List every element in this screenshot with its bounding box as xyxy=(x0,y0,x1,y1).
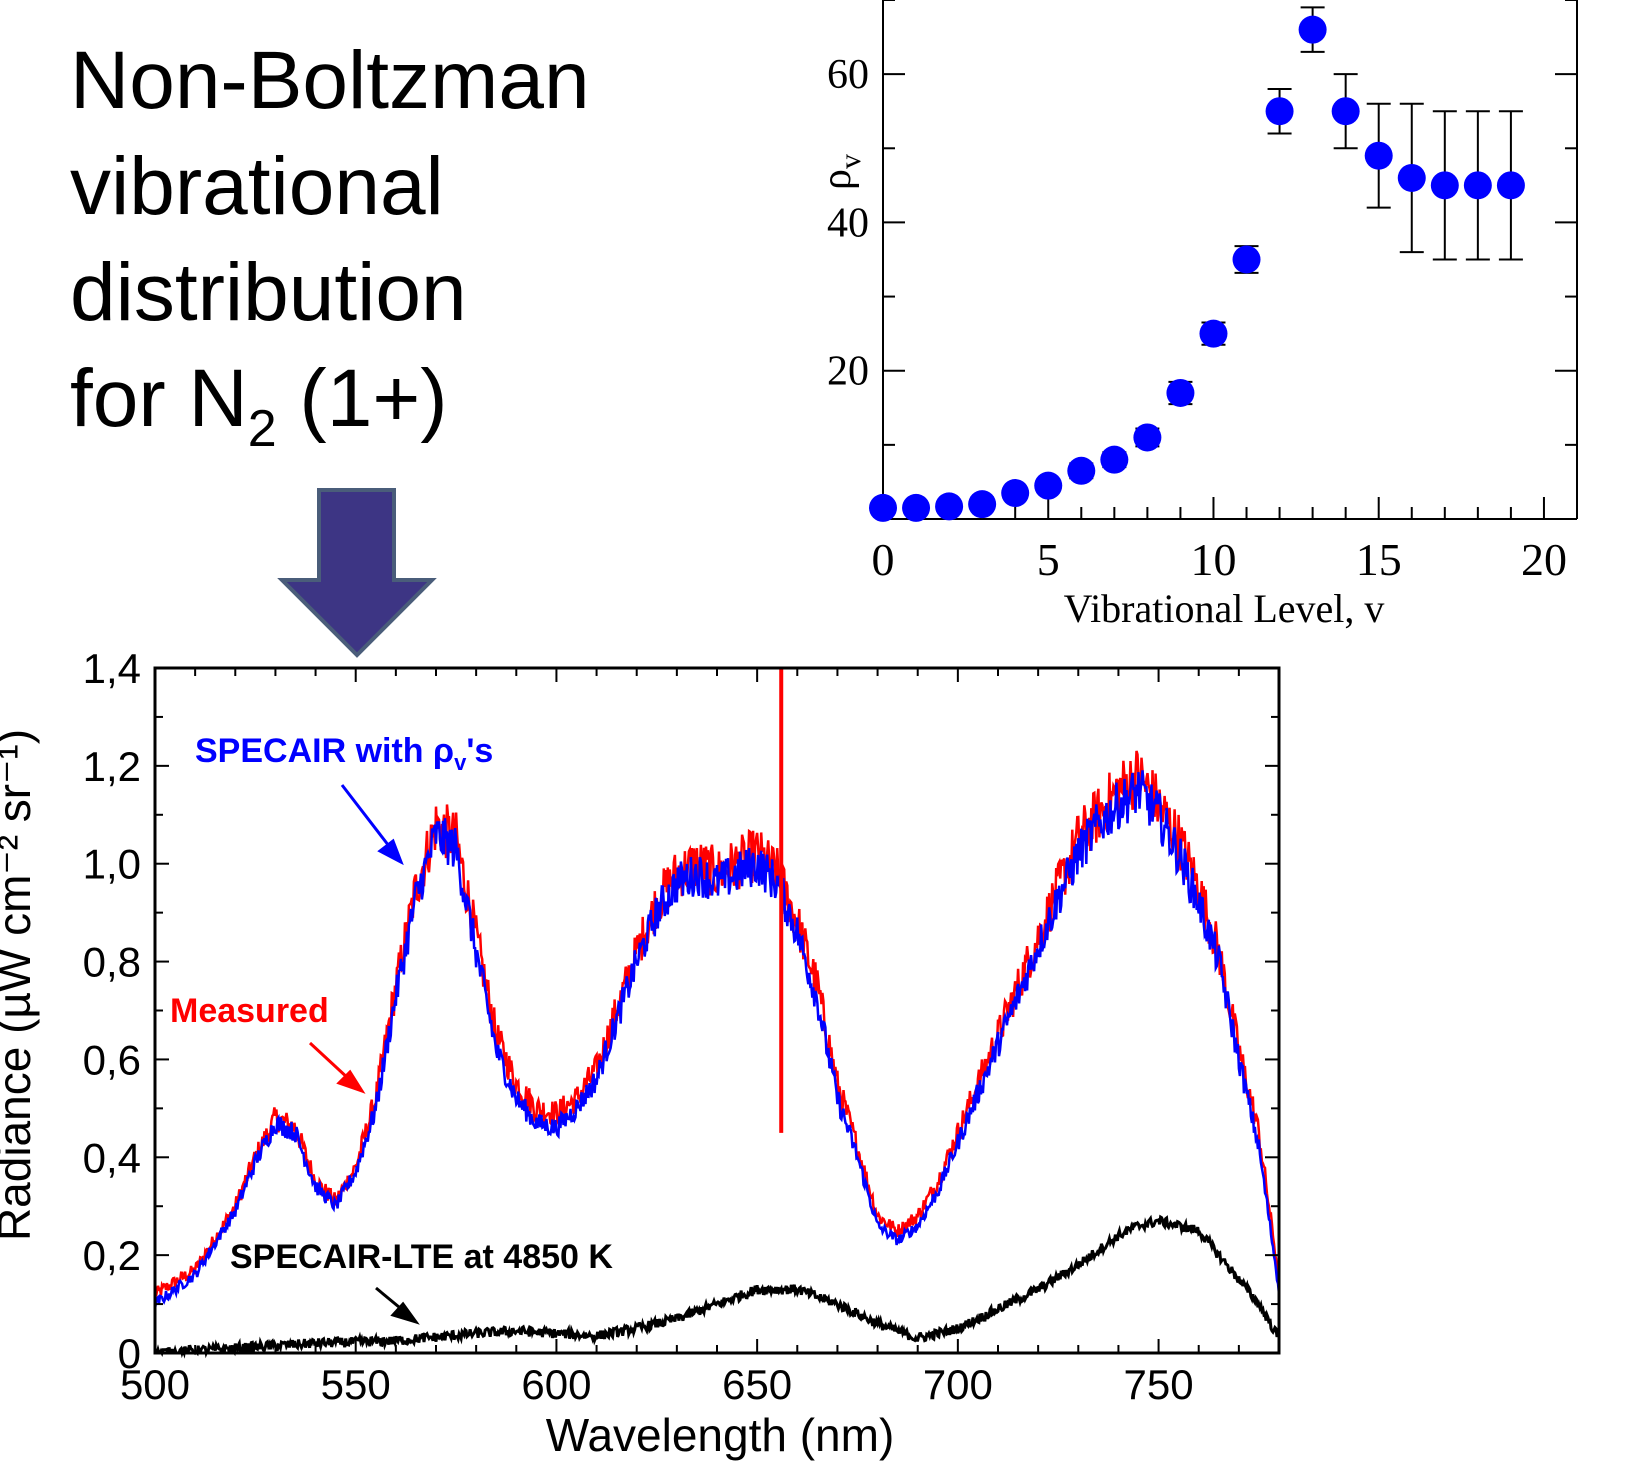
title-line-4-prefix: for N xyxy=(70,353,248,444)
specair-label: SPECAIR with ρv's xyxy=(195,732,493,775)
data-point xyxy=(1232,245,1261,274)
top-chart-error-bars xyxy=(871,6,1523,514)
spectrum-y-tick-label: 0,2 xyxy=(83,1232,141,1279)
top-chart-axes: 20 40 60 0 5 10 15 20 xyxy=(827,0,1578,585)
data-point xyxy=(1133,423,1162,452)
lte-label: SPECAIR-LTE at 4850 K xyxy=(230,1238,613,1276)
data-point xyxy=(1496,171,1525,200)
title-line-2: vibrational xyxy=(70,141,444,232)
title-line-4: for N2 (1+) xyxy=(70,346,710,462)
top-chart-y-axis-label-base: ρ xyxy=(814,169,860,190)
spectrum-x-tick-label: 550 xyxy=(321,1361,391,1408)
top-chart-x-tick-label: 20 xyxy=(1521,534,1567,585)
specair-label-sub: v xyxy=(454,750,467,775)
measured-label: Measured xyxy=(170,992,329,1030)
data-point xyxy=(1166,378,1195,407)
data-point xyxy=(1463,171,1492,200)
spectrum-x-tick-label: 750 xyxy=(1124,1361,1194,1408)
spectrum-y-tick-label: 0 xyxy=(118,1330,141,1377)
top-chart-y-tick-label: 60 xyxy=(827,52,869,98)
spectrum-y-tick-label: 1,0 xyxy=(83,841,141,888)
lte-pointer-arrow xyxy=(375,1286,420,1325)
specair-label-suffix: 's xyxy=(466,732,493,770)
top-chart-x-tick-label: 10 xyxy=(1190,534,1236,585)
data-point xyxy=(1034,471,1063,500)
measured-pointer-arrow xyxy=(308,1041,366,1094)
spectrum-y-axis-label: Radiance (µW cm⁻² sr⁻¹) xyxy=(0,729,40,1241)
title-line-4-suffix: (1+) xyxy=(276,353,448,444)
spectrum-chart: 0 0,2 0,4 0,6 0,8 1,0 1,2 1,4 500 550 600 650 700 750… xyxy=(0,645,1281,1461)
data-point xyxy=(1364,141,1393,170)
data-point xyxy=(1298,15,1327,44)
spectrum-y-tick-label: 1,4 xyxy=(83,645,141,692)
specair-label-text: SPECAIR with ρ xyxy=(195,732,454,770)
data-point xyxy=(869,493,897,522)
spectrum-y-tick-label: 1,2 xyxy=(83,743,141,790)
top-chart-x-tick-label: 5 xyxy=(1037,534,1060,585)
spectrum-y-tick-label: 0,4 xyxy=(83,1134,141,1181)
top-chart-points xyxy=(869,15,1525,522)
specair-pointer-arrow xyxy=(340,784,404,866)
spectrum-x-tick-label: 700 xyxy=(923,1361,993,1408)
data-point xyxy=(1331,97,1360,126)
top-chart-x-tick-label: 15 xyxy=(1356,534,1402,585)
data-point xyxy=(902,493,931,522)
top-chart-y-tick-label: 20 xyxy=(827,349,869,395)
vibrational-distribution-chart: 20 40 60 0 5 10 15 20 Vibrational Level, v ρv xyxy=(814,0,1578,631)
spectrum-chart-axes: 0 0,2 0,4 0,6 0,8 1,0 1,2 1,4 500 550 600 650 700 750 xyxy=(83,645,1281,1408)
spectrum-x-tick-label: 500 xyxy=(120,1361,190,1408)
title-line-3: distribution xyxy=(70,247,467,338)
spectrum-y-tick-label: 0,8 xyxy=(83,939,141,986)
spectrum-x-tick-label: 650 xyxy=(722,1361,792,1408)
data-point xyxy=(1265,97,1294,126)
top-chart-y-tick-label: 40 xyxy=(827,200,869,246)
top-chart-y-axis-label: ρv xyxy=(814,154,867,190)
title-line-1: Non-Boltzman xyxy=(70,35,590,126)
top-chart-y-axis-label-sub: v xyxy=(834,154,867,169)
spectrum-x-axis-label: Wavelength (nm) xyxy=(546,1409,895,1461)
title-line-4-subscript: 2 xyxy=(247,400,277,458)
data-point xyxy=(968,490,997,519)
spectrum-y-tick-label: 0,6 xyxy=(83,1036,141,1083)
top-chart-x-axis-label: Vibrational Level, v xyxy=(1064,586,1385,631)
data-point xyxy=(1067,456,1096,485)
spectrum-x-tick-label: 600 xyxy=(521,1361,591,1408)
data-point xyxy=(935,492,964,521)
lte-series-line xyxy=(153,1214,1281,1359)
down-arrow-icon xyxy=(277,488,437,658)
data-point xyxy=(1199,319,1228,348)
data-point xyxy=(1100,445,1129,474)
specair-series-line xyxy=(153,770,1281,1309)
data-point xyxy=(1397,163,1426,192)
slide-title: Non-Boltzman vibrational distribution fo… xyxy=(70,28,710,462)
data-point xyxy=(1001,479,1030,508)
spectrum-series-lines xyxy=(153,668,1281,1359)
data-point xyxy=(1430,171,1459,200)
top-chart-x-tick-label: 0 xyxy=(872,534,895,585)
